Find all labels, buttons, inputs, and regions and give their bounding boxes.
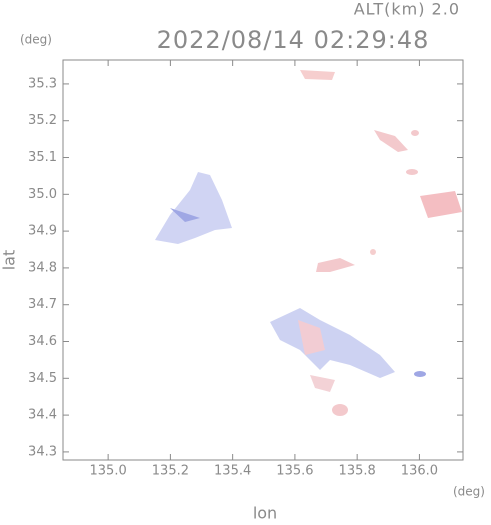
echo-region [316,258,355,272]
echo-region [414,371,426,377]
echo-region [310,375,335,392]
y-tick-label: 35.2 [28,113,57,128]
y-tick-label: 34.3 [28,444,57,459]
altitude-label: ALT(km) 2.0 [354,0,460,19]
y-tick-label: 35.3 [28,76,57,91]
x-tick-label: 135.4 [214,464,251,479]
x-tick-label: 135.6 [276,464,313,479]
y-tick-label: 35.0 [28,187,57,202]
echo-region [298,320,325,355]
y-tick-label: 34.5 [28,371,57,386]
x-tick-label: 135.2 [152,464,189,479]
echo-region [420,191,462,218]
echo-region [370,249,376,255]
echo-region [155,172,232,244]
y-tick-label: 35.1 [28,150,57,165]
y-tick-label: 34.9 [28,224,57,239]
y-tick-label: 34.4 [28,408,57,423]
x-tick-label: 135.8 [339,464,376,479]
plot-frame [62,59,464,461]
y-tick-label: 34.6 [28,334,57,349]
echo-region [170,208,200,222]
echo-region [406,169,418,175]
x-tick-label: 135.0 [90,464,127,479]
x-unit: (deg) [453,485,485,499]
echo-region [374,130,408,152]
chart-title: 2022/08/14 02:29:48 [157,26,430,54]
echo-field [155,70,462,416]
echo-region [332,404,348,416]
y-tick-label: 34.7 [28,297,57,312]
echo-region [411,130,419,136]
y-axis-label: lat [0,250,19,271]
echo-region [300,70,335,80]
y-tick-label: 34.8 [28,260,57,275]
x-axis-label: lon [253,504,277,522]
echo-region [270,308,395,378]
y-unit: (deg) [20,33,52,47]
x-tick-label: 136.0 [401,464,438,479]
